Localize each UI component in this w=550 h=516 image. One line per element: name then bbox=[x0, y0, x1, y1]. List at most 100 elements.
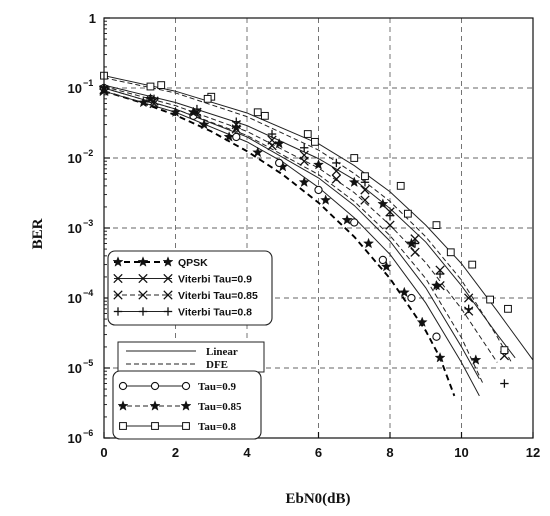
data-point-2 bbox=[331, 166, 342, 176]
y-tick-exponent: −6 bbox=[83, 428, 93, 438]
data-point-4 bbox=[275, 158, 284, 168]
data-point-7 bbox=[403, 209, 412, 218]
legend-label: Viterbi Tau=0.8 bbox=[178, 307, 252, 319]
data-point-4 bbox=[232, 132, 241, 142]
data-point-6 bbox=[157, 81, 166, 90]
data-point-4 bbox=[407, 293, 416, 303]
data-point-2 bbox=[267, 135, 277, 145]
data-point-6 bbox=[396, 181, 405, 190]
y-tick-exponent: −3 bbox=[83, 218, 93, 228]
series-markers bbox=[98, 71, 512, 388]
x-tick-label: 2 bbox=[172, 445, 179, 460]
legend-label: Viterbi Tau=0.9 bbox=[178, 274, 252, 286]
legend-marker bbox=[182, 422, 190, 430]
data-point-2 bbox=[463, 293, 474, 303]
data-point-3 bbox=[464, 304, 473, 314]
data-point-2 bbox=[299, 150, 309, 160]
legend-marker bbox=[163, 290, 173, 300]
data-point-4 bbox=[314, 185, 323, 195]
data-point-0 bbox=[416, 316, 428, 327]
data-point-0 bbox=[341, 214, 353, 225]
grid-lines bbox=[104, 18, 533, 438]
data-point-7 bbox=[311, 137, 319, 146]
legend-marker bbox=[163, 273, 173, 284]
legend-marker bbox=[181, 381, 191, 391]
legend-label: Tau=0.8 bbox=[198, 421, 236, 433]
legend-label: Tau=0.85 bbox=[198, 401, 242, 413]
data-point-2 bbox=[360, 185, 370, 195]
data-point-7 bbox=[504, 304, 512, 313]
data-point-5 bbox=[273, 137, 285, 149]
data-point-7 bbox=[486, 295, 495, 304]
series-line-5 bbox=[103, 87, 484, 384]
legend-label: Tau=0.9 bbox=[198, 381, 236, 393]
legend-label: DFE bbox=[206, 359, 228, 371]
legend-label: QPSK bbox=[178, 257, 208, 269]
data-point-5 bbox=[377, 198, 389, 209]
data-point-3 bbox=[267, 129, 277, 139]
x-tick-label: 8 bbox=[386, 445, 393, 460]
legend-marker bbox=[151, 422, 159, 430]
series-line-0 bbox=[103, 90, 456, 397]
legend-marker bbox=[117, 400, 129, 411]
y-tick-label: 1 bbox=[89, 11, 96, 26]
x-axis-title: EbN0(dB) bbox=[285, 491, 350, 507]
x-tick-label: 12 bbox=[526, 445, 540, 460]
legend-marker bbox=[150, 381, 160, 391]
legend-marker bbox=[162, 256, 174, 267]
legend-marker bbox=[163, 307, 173, 316]
data-point-7 bbox=[446, 248, 455, 257]
data-point-7 bbox=[361, 172, 369, 181]
data-point-5 bbox=[470, 354, 482, 365]
legend-marker bbox=[112, 256, 124, 267]
data-point-6 bbox=[350, 154, 359, 162]
data-point-5 bbox=[187, 106, 199, 117]
data-point-3 bbox=[300, 143, 309, 152]
data-point-1 bbox=[385, 220, 395, 230]
x-tick-label: 10 bbox=[454, 445, 468, 460]
data-point-0 bbox=[320, 194, 332, 205]
data-point-0 bbox=[252, 146, 264, 158]
y-tick-label: 10 bbox=[68, 81, 82, 96]
data-point-0 bbox=[363, 237, 375, 249]
y-tick-label: 10 bbox=[68, 291, 82, 306]
data-point-0 bbox=[198, 118, 210, 130]
legend-marker bbox=[113, 273, 123, 284]
legend-label: Linear bbox=[206, 346, 238, 358]
data-point-3 bbox=[435, 269, 445, 279]
legend-marker bbox=[113, 307, 123, 316]
legend-marker bbox=[149, 400, 161, 411]
data-point-3 bbox=[385, 211, 395, 220]
data-point-3 bbox=[332, 158, 341, 168]
data-point-0 bbox=[298, 176, 310, 187]
legend-viterbi: QPSK Viterbi Tau=0.9 Viterbi Tau=0.85 Viter… bbox=[112, 256, 258, 319]
data-point-1 bbox=[360, 195, 370, 205]
data-point-3 bbox=[500, 379, 509, 388]
data-point-1 bbox=[410, 247, 420, 257]
data-point-5 bbox=[313, 159, 324, 170]
data-point-0 bbox=[434, 352, 446, 363]
series-line-7 bbox=[103, 77, 512, 363]
data-point-4 bbox=[378, 255, 387, 265]
legend-marker bbox=[118, 381, 128, 391]
data-point-6 bbox=[432, 221, 441, 230]
data-point-6 bbox=[303, 130, 312, 138]
data-point-0 bbox=[170, 106, 181, 117]
y-tick-exponent: −5 bbox=[83, 358, 93, 368]
data-point-7 bbox=[146, 82, 155, 91]
y-tick-label: 10 bbox=[68, 361, 82, 376]
data-point-7 bbox=[260, 111, 269, 120]
legend-box-equalizer bbox=[117, 341, 265, 373]
y-tick-label: 10 bbox=[68, 221, 82, 236]
x-tick-label: 6 bbox=[315, 445, 322, 460]
data-point-7 bbox=[203, 94, 212, 103]
legend-marker bbox=[113, 290, 123, 300]
legend-marker bbox=[119, 422, 127, 430]
y-tick-exponent: −4 bbox=[83, 288, 93, 298]
data-point-6 bbox=[253, 108, 262, 117]
x-tick-label: 0 bbox=[100, 445, 107, 460]
series-line-3 bbox=[103, 84, 516, 359]
x-tick-label: 4 bbox=[243, 445, 251, 460]
legend-marker bbox=[180, 400, 192, 411]
